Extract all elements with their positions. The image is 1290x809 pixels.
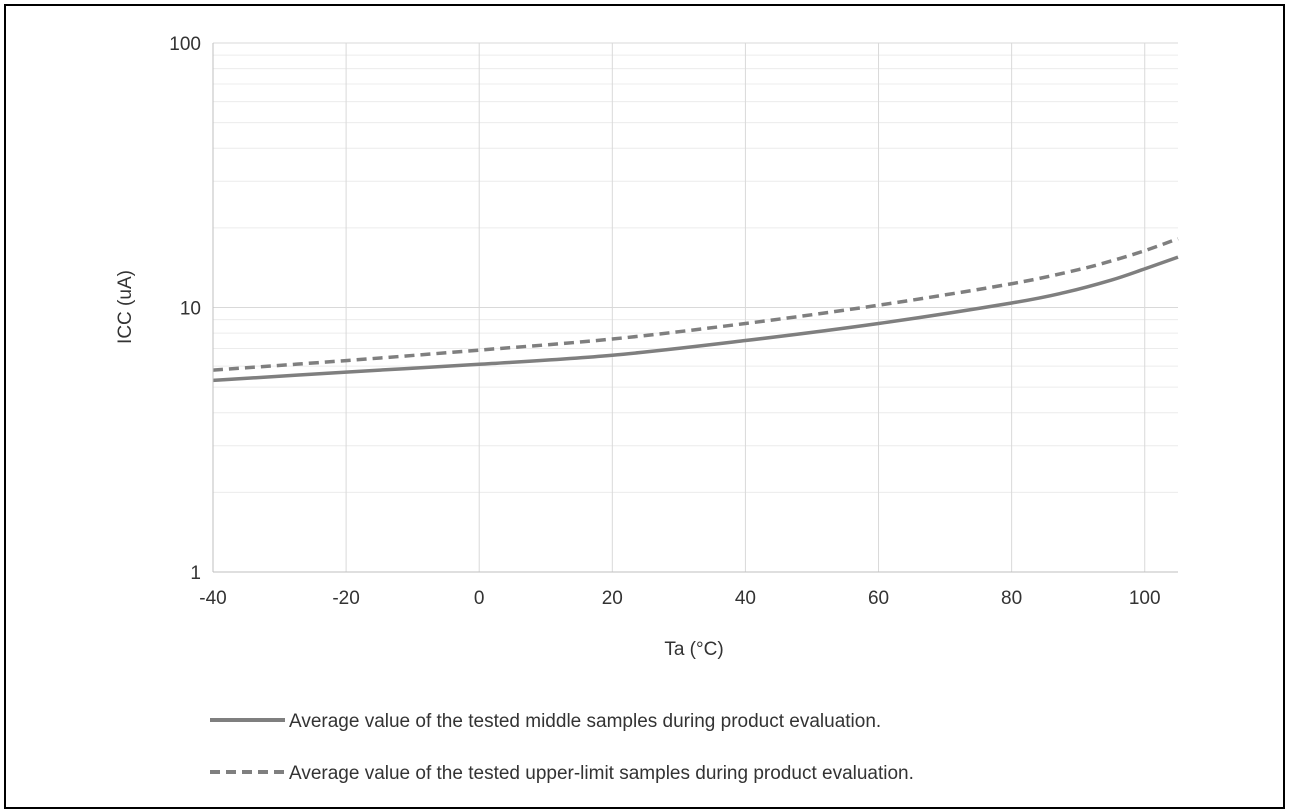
series-line-upper-limit	[212, 237, 1179, 372]
x-tick-label: 0	[474, 588, 485, 609]
x-axis-title: Ta (°C)	[664, 639, 723, 660]
x-tick-label: -20	[332, 588, 359, 609]
major-gridlines	[212, 42, 1178, 573]
y-tick-label: 10	[180, 299, 201, 320]
y-tick-label: 1	[190, 563, 201, 584]
series-line-middle	[212, 255, 1179, 383]
legend-item-middle: Average value of the tested middle sampl…	[210, 711, 881, 732]
x-tick-label: 40	[735, 588, 756, 609]
x-tick-label: 60	[868, 588, 889, 609]
series-layer	[212, 237, 1179, 383]
axis-layer: 1 10 100 -40 -20 0 20 40 60 80 100	[169, 34, 1178, 609]
legend-item-upper-limit: Average value of the tested upper-limit …	[210, 763, 914, 784]
minor-gridlines	[213, 54, 1178, 493]
legend-label-middle: Average value of the tested middle sampl…	[289, 711, 881, 732]
x-tick-label: 20	[602, 588, 623, 609]
y-axis-title: ICC (uA)	[115, 270, 136, 344]
x-tick-label: 80	[1001, 588, 1022, 609]
legend: Average value of the tested middle sampl…	[210, 711, 914, 784]
y-tick-label: 100	[169, 34, 201, 55]
chart-frame	[4, 4, 1285, 809]
x-tick-label: -40	[199, 588, 226, 609]
x-tick-label: 100	[1129, 588, 1161, 609]
legend-label-upper-limit: Average value of the tested upper-limit …	[289, 763, 914, 784]
